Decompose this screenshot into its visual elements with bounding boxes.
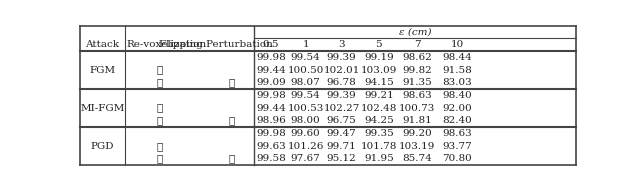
Text: 99.60: 99.60 bbox=[291, 129, 321, 138]
Text: 100.73: 100.73 bbox=[399, 104, 435, 113]
Text: 95.12: 95.12 bbox=[327, 154, 356, 163]
Text: 98.44: 98.44 bbox=[442, 53, 472, 62]
Text: FGM: FGM bbox=[89, 66, 115, 74]
Text: 98.07: 98.07 bbox=[291, 78, 321, 87]
Text: 103.19: 103.19 bbox=[399, 142, 435, 151]
Text: 99.44: 99.44 bbox=[256, 66, 286, 74]
Text: 94.25: 94.25 bbox=[364, 116, 394, 125]
Text: 99.54: 99.54 bbox=[291, 91, 321, 100]
Text: 100.50: 100.50 bbox=[287, 66, 324, 74]
Text: 83.03: 83.03 bbox=[442, 78, 472, 87]
Text: 1: 1 bbox=[302, 40, 309, 49]
Text: 99.98: 99.98 bbox=[256, 129, 286, 138]
Text: 93.77: 93.77 bbox=[442, 142, 472, 151]
Text: 99.39: 99.39 bbox=[327, 53, 356, 62]
Text: 99.71: 99.71 bbox=[327, 142, 356, 151]
Text: 98.00: 98.00 bbox=[291, 116, 321, 125]
Text: 99.44: 99.44 bbox=[256, 104, 286, 113]
Text: 101.26: 101.26 bbox=[287, 142, 324, 151]
Text: ✓: ✓ bbox=[156, 104, 163, 113]
Text: Re-voxelization: Re-voxelization bbox=[127, 40, 207, 49]
Text: 101.78: 101.78 bbox=[361, 142, 397, 151]
Text: MI-FGM: MI-FGM bbox=[80, 104, 125, 113]
Text: 99.54: 99.54 bbox=[291, 53, 321, 62]
Text: 99.09: 99.09 bbox=[256, 78, 286, 87]
Text: 99.63: 99.63 bbox=[256, 142, 286, 151]
Text: 91.81: 91.81 bbox=[403, 116, 432, 125]
Text: Attack: Attack bbox=[85, 40, 119, 49]
Text: 98.96: 98.96 bbox=[256, 116, 286, 125]
Text: 102.48: 102.48 bbox=[361, 104, 397, 113]
Text: 99.35: 99.35 bbox=[364, 129, 394, 138]
Text: ✓: ✓ bbox=[156, 116, 163, 125]
Text: 98.63: 98.63 bbox=[403, 91, 432, 100]
Text: 91.95: 91.95 bbox=[364, 154, 394, 163]
Text: 94.15: 94.15 bbox=[364, 78, 394, 87]
Text: 102.27: 102.27 bbox=[323, 104, 360, 113]
Text: 85.74: 85.74 bbox=[403, 154, 432, 163]
Text: ✓: ✓ bbox=[156, 78, 163, 87]
Text: ✓: ✓ bbox=[228, 116, 234, 125]
Text: 70.80: 70.80 bbox=[442, 154, 472, 163]
Text: 99.47: 99.47 bbox=[327, 129, 356, 138]
Text: 96.78: 96.78 bbox=[327, 78, 356, 87]
Text: ✓: ✓ bbox=[156, 142, 163, 151]
Text: 97.67: 97.67 bbox=[291, 154, 321, 163]
Text: ✓: ✓ bbox=[228, 154, 234, 163]
Text: 99.19: 99.19 bbox=[364, 53, 394, 62]
Text: 102.01: 102.01 bbox=[323, 66, 360, 74]
Text: ✓: ✓ bbox=[228, 78, 234, 87]
Text: 99.39: 99.39 bbox=[327, 91, 356, 100]
Text: 82.40: 82.40 bbox=[442, 116, 472, 125]
Text: 103.09: 103.09 bbox=[361, 66, 397, 74]
Text: 99.58: 99.58 bbox=[256, 154, 286, 163]
Text: ✓: ✓ bbox=[156, 66, 163, 74]
Text: 3: 3 bbox=[339, 40, 345, 49]
Text: 0.5: 0.5 bbox=[262, 40, 279, 49]
Text: 98.62: 98.62 bbox=[403, 53, 432, 62]
Text: 99.21: 99.21 bbox=[364, 91, 394, 100]
Text: 99.98: 99.98 bbox=[256, 91, 286, 100]
Text: 99.20: 99.20 bbox=[403, 129, 432, 138]
Text: 91.35: 91.35 bbox=[403, 78, 432, 87]
Text: 7: 7 bbox=[414, 40, 420, 49]
Text: 98.63: 98.63 bbox=[442, 129, 472, 138]
Text: 92.00: 92.00 bbox=[442, 104, 472, 113]
Text: 91.58: 91.58 bbox=[442, 66, 472, 74]
Text: Flipping Perturbation: Flipping Perturbation bbox=[159, 40, 273, 49]
Text: PGD: PGD bbox=[91, 142, 114, 151]
Text: 10: 10 bbox=[451, 40, 463, 49]
Text: 5: 5 bbox=[376, 40, 382, 49]
Text: 96.75: 96.75 bbox=[327, 116, 356, 125]
Text: ✓: ✓ bbox=[156, 154, 163, 163]
Text: 99.82: 99.82 bbox=[403, 66, 432, 74]
Text: ε (cm): ε (cm) bbox=[399, 27, 431, 36]
Text: 100.53: 100.53 bbox=[287, 104, 324, 113]
Text: 99.98: 99.98 bbox=[256, 53, 286, 62]
Text: 98.40: 98.40 bbox=[442, 91, 472, 100]
